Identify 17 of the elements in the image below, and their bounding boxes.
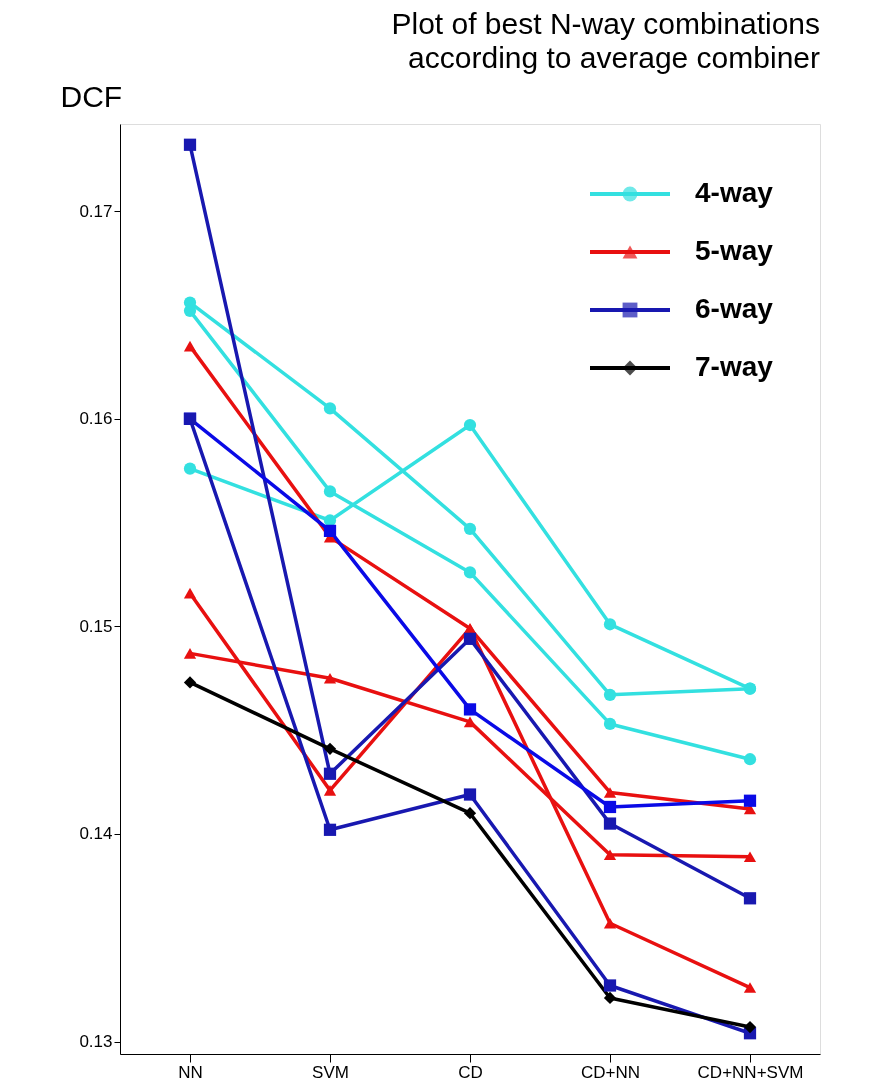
x-tick-label: CD+NN+SVM bbox=[697, 1062, 804, 1082]
y-tick-label: 0.17 bbox=[79, 201, 113, 221]
legend-label: 6-way bbox=[695, 293, 774, 324]
legend-label: 5-way bbox=[695, 235, 774, 266]
text: Plot of best N-way combinations bbox=[391, 7, 820, 40]
y-axis-title: DCF bbox=[60, 79, 123, 113]
x-tick-label: CD+NN bbox=[580, 1062, 641, 1082]
x-tick-label: CD bbox=[458, 1062, 483, 1082]
y-tick-label: 0.14 bbox=[79, 824, 113, 844]
legend-label: 4-way bbox=[695, 177, 774, 208]
y-tick-label: 0.16 bbox=[79, 409, 113, 429]
legend-label: 7-way bbox=[695, 351, 774, 382]
text: according to average combiner bbox=[408, 41, 820, 74]
y-tick-label: 0.15 bbox=[79, 616, 113, 636]
x-tick-label: NN bbox=[178, 1062, 203, 1082]
x-tick-label: SVM bbox=[312, 1062, 349, 1082]
y-tick-label: 0.13 bbox=[79, 1032, 113, 1052]
